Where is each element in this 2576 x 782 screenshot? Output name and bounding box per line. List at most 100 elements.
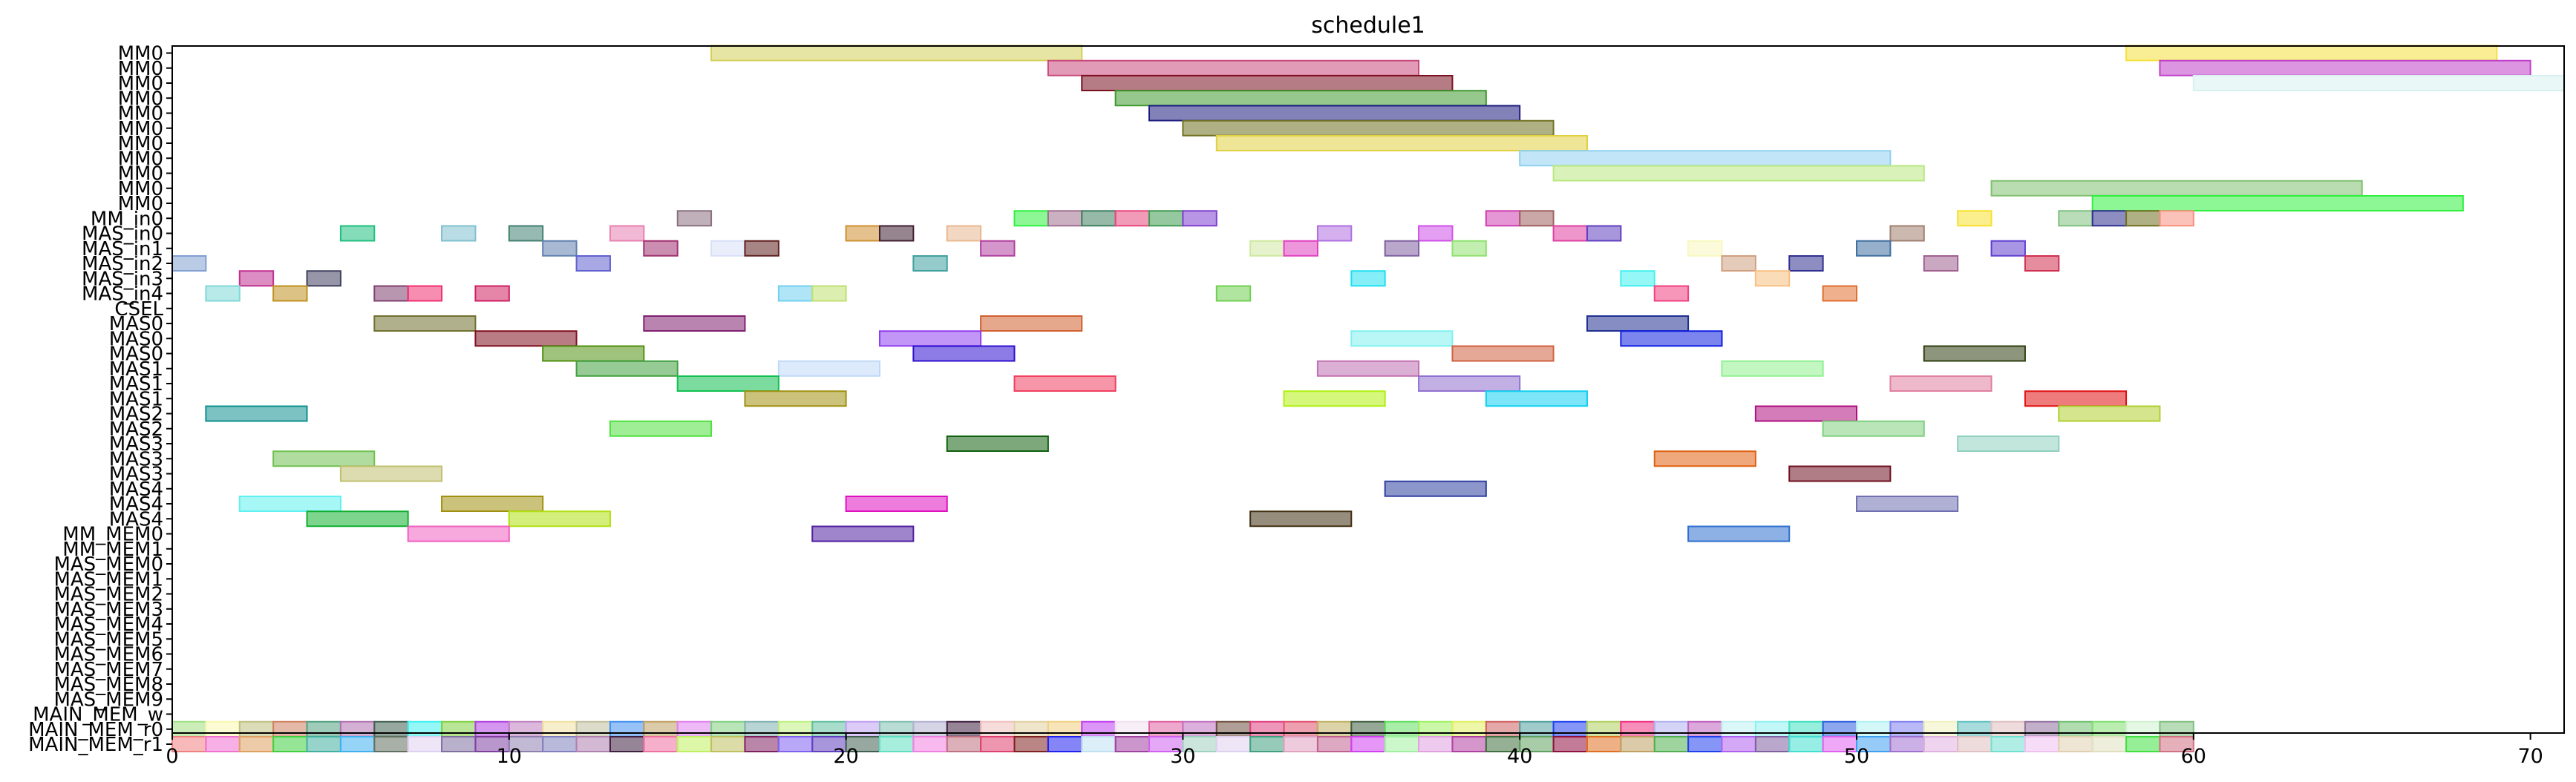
task-bar (777, 360, 880, 377)
task-bar (845, 225, 880, 242)
mem-read1-bar (1754, 736, 1791, 752)
mem-read0-bar (2024, 720, 2060, 737)
y-tick-label: MAIN_MEM_r1 (28, 734, 163, 756)
mem-read0-bar (171, 720, 207, 737)
task-bar (2159, 210, 2194, 227)
y-tick-label: MAS3 (109, 464, 163, 486)
task-bar (912, 255, 948, 272)
mem-read1-bar (777, 736, 814, 752)
y-tick-label: MAS_MEM3 (53, 599, 163, 621)
mem-read1-bar (1889, 736, 1925, 752)
mem-read0-bar (1687, 720, 1723, 737)
mem-read0-bar (1889, 720, 1925, 737)
mem-read0-bar (2058, 720, 2093, 737)
mem-read0-bar (777, 720, 814, 737)
y-tick-label: MM_MEM0 (62, 524, 163, 546)
mem-read1-bar (238, 736, 275, 752)
mem-read0-bar (1114, 720, 1151, 737)
mem-read1-bar (643, 736, 679, 752)
task-bar (1822, 285, 1858, 302)
task-bar (1081, 75, 1454, 91)
task-bar (1114, 90, 1487, 107)
x-tick-label: 70 (2517, 745, 2543, 768)
mem-read0-bar (1485, 720, 1521, 737)
y-tick-label: MAS4 (109, 493, 163, 516)
y-tick-label: MAIN_MEM_w (33, 704, 163, 726)
mem-read0-bar (1552, 720, 1588, 737)
task-bar (171, 255, 207, 272)
task-bar (1957, 436, 2060, 452)
task-bar (474, 330, 578, 347)
mem-read0-bar (744, 720, 779, 737)
task-bar (1923, 345, 2026, 362)
y-tick-label: MAS_MEM2 (53, 584, 163, 606)
x-tick-label: 20 (833, 745, 858, 768)
mem-read0-bar (474, 720, 510, 737)
mem-read1-bar (2024, 736, 2060, 752)
task-bar (2125, 210, 2161, 227)
mem-read1-bar (1047, 736, 1083, 752)
mem-read0-bar (1148, 720, 1184, 737)
y-tick-label: MAS3 (109, 448, 163, 470)
task-bar (946, 225, 982, 242)
task-bar (710, 240, 746, 257)
y-tick-label: MAS_MEM8 (53, 674, 163, 696)
mem-read1-bar (744, 736, 779, 752)
mem-read1-bar (1620, 736, 1655, 752)
y-tick-label: MAS1 (109, 358, 163, 381)
task-bar (1754, 270, 1791, 287)
task-bar (1485, 210, 1521, 227)
task-bar (441, 225, 477, 242)
task-bar (1923, 255, 1959, 272)
x-tick-label: 40 (1507, 745, 1532, 768)
y-tick-label: MM0 (118, 178, 163, 200)
task-bar (272, 285, 308, 302)
task-bar (643, 315, 746, 332)
task-bar (1754, 405, 1858, 422)
mem-read0-bar (542, 720, 578, 737)
mem-read0-bar (1081, 720, 1117, 737)
mem-read0-bar (238, 720, 275, 737)
mem-read0-bar (1418, 720, 1454, 737)
y-tick-label: MAS_in3 (82, 268, 163, 290)
task-bar (609, 225, 645, 242)
mem-read0-bar (2159, 720, 2194, 737)
task-bar (643, 240, 679, 257)
task-bar (1047, 210, 1083, 227)
task-bar (2125, 45, 2498, 62)
mem-read1-bar (1990, 736, 2026, 752)
y-tick-label: MAS2 (109, 418, 163, 441)
mem-read0-bar (575, 720, 611, 737)
task-bar (1215, 285, 1252, 302)
mem-read0-bar (1990, 720, 2026, 737)
task-bar (2091, 210, 2128, 227)
task-bar (205, 285, 241, 302)
task-bar (1653, 285, 1690, 302)
y-tick-label: MAS0 (109, 313, 163, 335)
mem-read1-bar (205, 736, 241, 752)
task-bar (1384, 240, 1420, 257)
mem-read1-bar (1215, 736, 1252, 752)
mem-read1-bar (306, 736, 341, 752)
mem-read0-bar (912, 720, 948, 737)
mem-read1-bar (1451, 736, 1487, 752)
task-bar (1519, 210, 1555, 227)
task-bar (272, 450, 376, 467)
mem-read1-bar (1552, 736, 1588, 752)
task-bar (1519, 150, 1892, 167)
task-bar (1687, 525, 1791, 542)
task-bar (1451, 240, 1487, 257)
task-bar (946, 436, 1049, 452)
mem-read1-bar (609, 736, 645, 752)
mem-read1-bar (1653, 736, 1690, 752)
mem-read1-bar (1418, 736, 1454, 752)
mem-read0-bar (1721, 720, 1756, 737)
mem-read1-bar (980, 736, 1016, 752)
y-tick-label: MAS_MEM4 (53, 614, 163, 636)
y-tick-label: MAS1 (109, 373, 163, 395)
task-bar (373, 285, 409, 302)
task-bar (1182, 119, 1555, 137)
mem-read0-bar (407, 720, 443, 737)
mem-read1-bar (878, 736, 915, 752)
task-bar (306, 510, 409, 528)
